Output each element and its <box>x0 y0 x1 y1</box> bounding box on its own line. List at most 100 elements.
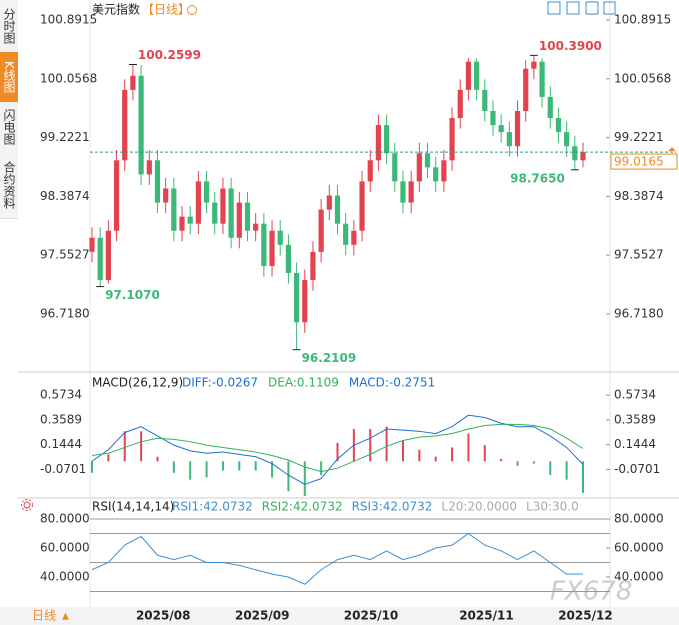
footer-period[interactable]: 日线 <box>32 609 56 623</box>
toolbar[interactable] <box>547 1 616 15</box>
macd-bar <box>320 461 323 476</box>
y-tick-label-right: 0.3589 <box>614 412 656 426</box>
candle <box>163 188 169 203</box>
y-tick-label: 0.3589 <box>40 412 82 426</box>
y-tick-label: 96.7180 <box>40 306 90 320</box>
macd-bar <box>418 449 421 462</box>
macd-bar <box>582 461 584 493</box>
candle <box>212 202 218 224</box>
y-tick-label: 0.5734 <box>40 388 82 402</box>
macd-bar <box>385 426 388 462</box>
candle <box>555 118 562 133</box>
candle <box>506 132 512 147</box>
candle <box>367 160 373 182</box>
settings-icon[interactable] <box>21 499 33 511</box>
y-tick-label: 40.0000 <box>40 570 90 584</box>
candle <box>343 223 349 245</box>
rsi-legend: RSI3:42.0732 <box>352 500 433 514</box>
y-tick-label-right: 0.5734 <box>614 388 656 402</box>
macd-bar <box>565 461 568 480</box>
candle <box>261 223 267 266</box>
candle <box>392 153 398 182</box>
candle <box>457 89 463 119</box>
candle <box>203 181 210 203</box>
tab[interactable]: 闪电图 <box>0 102 18 153</box>
candle <box>244 202 251 231</box>
macd-bar <box>189 461 192 480</box>
macd-bar <box>352 429 355 462</box>
macd-bar <box>549 461 552 476</box>
y-tick-label: 100.0568 <box>40 71 97 85</box>
candle <box>105 230 111 281</box>
y-tick-label: 0.1444 <box>40 437 82 451</box>
candle <box>130 75 136 90</box>
footer-arrow[interactable]: ▲ <box>62 612 69 622</box>
candle <box>547 96 553 119</box>
price-tag <box>610 153 678 170</box>
candle <box>97 237 103 281</box>
extreme-label: 100.2599 <box>138 48 201 62</box>
candle <box>416 153 422 182</box>
macd-bar <box>336 442 339 462</box>
y-tick-label-right: 98.3874 <box>614 189 664 203</box>
macd-bar <box>172 461 175 473</box>
macd-line <box>91 414 584 485</box>
y-tick-label-right: 60.0000 <box>614 541 664 555</box>
extreme-label: 100.3900 <box>539 39 602 53</box>
y-tick-label: -0.0701 <box>40 462 86 476</box>
candle <box>514 110 521 147</box>
candle <box>187 216 193 224</box>
macd-bar <box>271 461 274 478</box>
candle <box>482 89 488 111</box>
y-tick-label-right: 96.7180 <box>614 306 664 320</box>
macd-bar <box>254 461 257 471</box>
candle <box>269 230 275 266</box>
tab-active[interactable]: K线图 <box>0 52 18 103</box>
candle <box>490 110 496 126</box>
candle <box>433 167 439 182</box>
candle <box>171 188 177 231</box>
macd-bar <box>287 461 290 492</box>
candle <box>465 61 472 90</box>
price-arrow <box>668 147 676 152</box>
tab[interactable]: 分时图 <box>0 0 18 53</box>
title: 美元指数 <box>92 2 140 17</box>
candle <box>408 181 414 203</box>
y-tick-label: 98.3874 <box>40 189 90 203</box>
extreme-label: 98.7650 <box>510 171 565 185</box>
y-tick-label-right: 80.0000 <box>614 511 664 525</box>
rsi-line <box>91 532 584 585</box>
macd-bar <box>156 456 159 462</box>
candle <box>441 160 447 182</box>
candle <box>523 68 529 111</box>
candle <box>580 152 586 161</box>
macd-bar <box>369 429 372 462</box>
macd-title: MACD(26,12,9) <box>92 376 183 390</box>
rsi-legend: RSI2:42.0732 <box>262 500 343 514</box>
candle <box>351 230 357 245</box>
y-tick-label: 80.0000 <box>40 511 90 525</box>
candle <box>564 132 570 147</box>
candle <box>375 125 382 161</box>
tab[interactable]: 合约资料 <box>0 152 18 219</box>
macd-legend: DEA:0.1109 <box>268 376 339 390</box>
x-tick-label: 2025/09 <box>235 609 289 623</box>
macd-bar <box>467 433 470 462</box>
macd-bar <box>107 454 110 462</box>
candle <box>179 216 185 231</box>
x-tick-label: 2025/08 <box>136 609 190 623</box>
candle <box>228 188 234 238</box>
candle <box>474 61 480 90</box>
candle <box>138 75 144 175</box>
candle <box>326 195 332 210</box>
macd-bar <box>500 458 503 462</box>
y-tick-label: 99.2221 <box>40 130 90 144</box>
candle <box>146 160 152 175</box>
candle <box>236 202 242 238</box>
y-tick-label-right: 97.5527 <box>614 248 664 262</box>
candle <box>154 160 161 203</box>
icon[interactable] <box>187 5 197 15</box>
candle <box>122 89 128 161</box>
